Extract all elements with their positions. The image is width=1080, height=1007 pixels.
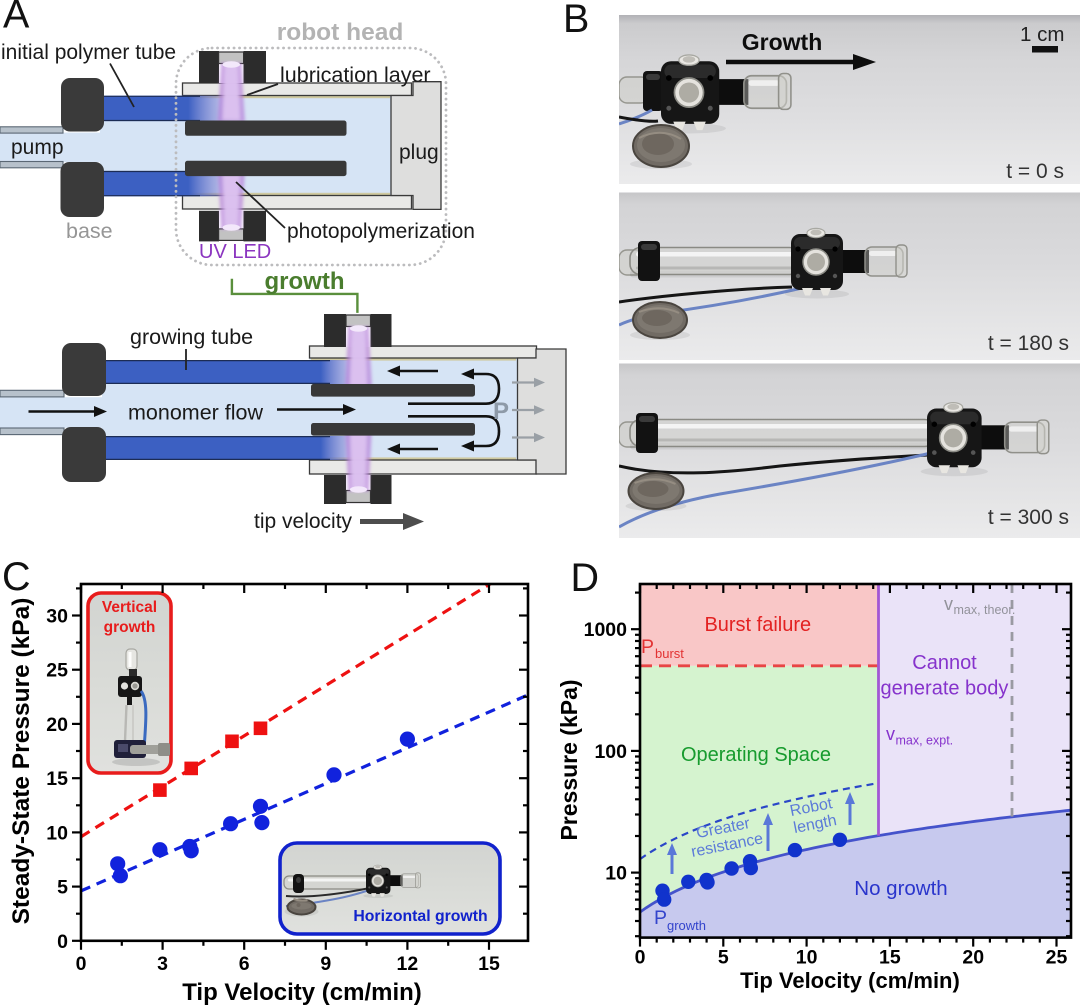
- svg-text:v: v: [886, 724, 895, 744]
- svg-text:15: 15: [46, 768, 68, 790]
- svg-text:100: 100: [594, 741, 627, 763]
- svg-text:20: 20: [962, 947, 984, 969]
- svg-text:monomer flow: monomer flow: [128, 401, 263, 425]
- svg-text:D: D: [571, 556, 600, 600]
- svg-text:P: P: [493, 398, 509, 425]
- svg-text:Vertical: Vertical: [102, 599, 157, 616]
- svg-text:9: 9: [320, 953, 331, 975]
- svg-text:growth: growth: [667, 918, 706, 933]
- svg-text:0: 0: [76, 953, 87, 975]
- svg-text:5: 5: [718, 947, 729, 969]
- svg-text:base: base: [66, 219, 113, 243]
- svg-text:Cannot: Cannot: [912, 652, 977, 674]
- svg-text:UV LED: UV LED: [199, 241, 271, 263]
- svg-text:0: 0: [57, 931, 68, 953]
- svg-text:3: 3: [157, 953, 168, 975]
- svg-text:Horizontal growth: Horizontal growth: [353, 908, 487, 925]
- svg-text:B: B: [563, 0, 589, 41]
- svg-text:15: 15: [478, 953, 500, 975]
- svg-text:10: 10: [605, 863, 627, 885]
- svg-text:burst: burst: [655, 646, 684, 661]
- svg-text:C: C: [2, 555, 31, 599]
- svg-text:1 cm: 1 cm: [1020, 23, 1064, 46]
- svg-text:generate body: generate body: [881, 678, 1009, 700]
- svg-text:30: 30: [46, 606, 68, 628]
- svg-text:Burst failure: Burst failure: [704, 614, 811, 636]
- svg-text:tip velocity: tip velocity: [254, 510, 353, 533]
- svg-text:25: 25: [1046, 947, 1068, 969]
- svg-text:12: 12: [397, 953, 419, 975]
- svg-text:max, expt.: max, expt.: [896, 734, 954, 748]
- svg-text:5: 5: [57, 877, 68, 899]
- svg-text:Pressure (kPa): Pressure (kPa): [556, 679, 582, 840]
- svg-text:10: 10: [796, 947, 818, 969]
- svg-text:20: 20: [46, 714, 68, 736]
- svg-text:P: P: [641, 636, 654, 658]
- svg-text:growth: growth: [104, 619, 156, 636]
- svg-text:max, theor.: max, theor.: [954, 603, 1016, 617]
- svg-text:lubrication layer: lubrication layer: [280, 63, 431, 87]
- svg-text:Tip Velocity (cm/min): Tip Velocity (cm/min): [740, 968, 960, 993]
- svg-text:t = 180 s: t = 180 s: [988, 332, 1069, 355]
- svg-text:growth: growth: [265, 268, 345, 295]
- svg-text:growing tube: growing tube: [130, 325, 253, 349]
- svg-text:15: 15: [879, 947, 901, 969]
- svg-text:0: 0: [635, 947, 646, 969]
- svg-text:t = 0 s: t = 0 s: [1006, 160, 1064, 183]
- svg-text:A: A: [3, 0, 30, 37]
- svg-text:10: 10: [46, 822, 68, 844]
- svg-text:plug: plug: [399, 141, 439, 164]
- svg-text:6: 6: [239, 953, 250, 975]
- svg-text:No growth: No growth: [854, 877, 947, 900]
- svg-text:Tip Velocity (cm/min): Tip Velocity (cm/min): [182, 979, 422, 1006]
- svg-text:25: 25: [46, 660, 68, 682]
- svg-text:v: v: [944, 594, 953, 614]
- svg-text:robot head: robot head: [277, 19, 404, 46]
- svg-text:photopolymerization: photopolymerization: [287, 220, 475, 243]
- svg-text:1000: 1000: [584, 619, 628, 641]
- svg-text:Operating Space: Operating Space: [681, 744, 831, 766]
- svg-text:Steady-State Pressure (kPa): Steady-State Pressure (kPa): [8, 598, 35, 925]
- svg-text:t = 300 s: t = 300 s: [988, 506, 1069, 529]
- svg-text:initial polymer tube: initial polymer tube: [1, 41, 176, 64]
- svg-text:P: P: [654, 907, 667, 929]
- svg-text:Growth: Growth: [742, 29, 823, 55]
- svg-text:pump: pump: [11, 136, 64, 159]
